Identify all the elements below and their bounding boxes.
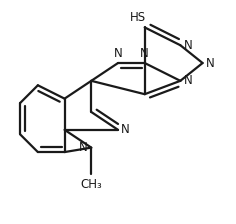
- Text: N: N: [184, 39, 192, 52]
- Text: N: N: [79, 141, 88, 154]
- Text: HS: HS: [130, 11, 146, 24]
- Text: CH₃: CH₃: [80, 178, 102, 191]
- Text: N: N: [114, 47, 122, 60]
- Text: N: N: [206, 56, 215, 69]
- Text: N: N: [140, 47, 149, 60]
- Text: N: N: [184, 74, 192, 87]
- Text: N: N: [121, 123, 130, 136]
